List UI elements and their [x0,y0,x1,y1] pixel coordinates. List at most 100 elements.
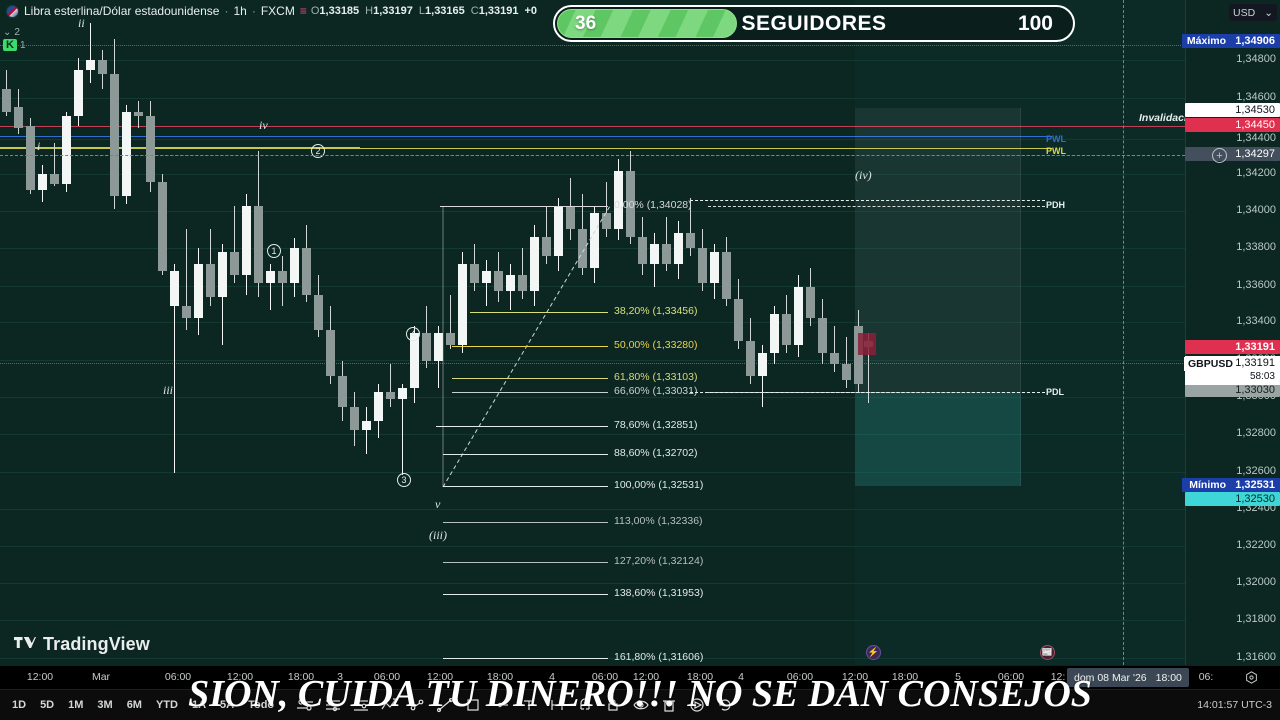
candle[interactable] [38,164,47,202]
candle[interactable] [86,23,95,84]
candle[interactable] [2,69,11,117]
candle[interactable] [362,407,371,454]
candle[interactable] [794,275,803,357]
candle[interactable] [266,263,275,311]
rectangle-icon[interactable] [460,693,486,717]
economic-event-icon[interactable]: ⚡ [866,645,881,660]
candle[interactable] [14,89,23,134]
candle[interactable] [566,178,575,241]
range-button-todo[interactable]: Todo [248,699,275,711]
candle[interactable] [710,244,719,299]
candle[interactable] [806,267,815,326]
candle[interactable] [842,337,851,388]
time-range-buttons[interactable]: 1D 5D 1M 3M 6M YTD 1A 5A Todo [0,697,280,713]
range-button-5d[interactable]: 5D [40,699,55,711]
candle[interactable] [50,143,59,187]
eye-icon[interactable] [628,693,654,717]
candle[interactable] [506,263,515,311]
candle[interactable] [602,182,611,237]
candle[interactable] [698,228,707,291]
timezone-settings-icon[interactable] [1245,671,1258,689]
candle[interactable] [758,345,767,408]
candle[interactable] [26,118,35,194]
menu-icon[interactable]: ≡ [299,4,307,18]
price-tag-pwl-white[interactable]: 1,34530 [1185,103,1280,117]
measure-icon[interactable] [544,693,570,717]
order-position-box[interactable] [858,333,876,355]
range-button-1m[interactable]: 1M [68,699,84,711]
candle[interactable] [290,238,299,297]
candle[interactable] [530,224,539,307]
candle[interactable] [194,248,203,336]
candle[interactable] [458,252,467,353]
indicator-legend-badge[interactable]: ⌄ 2 K 1 [3,27,26,51]
trash-icon[interactable] [656,693,682,717]
candle[interactable] [122,104,131,204]
replay-play-icon[interactable] [684,693,710,717]
time-axis[interactable]: 12:00 Mar 06:00 12:00 18:00 3 06:00 12:00 18:00 4… [0,665,1280,689]
symbol-title[interactable]: Libra esterlina/Dólar estadounidense [24,4,220,18]
candle[interactable] [782,294,791,353]
candle[interactable] [590,205,599,284]
candle[interactable] [314,275,323,338]
drawing-tool-buttons[interactable] [292,693,738,717]
bottom-toolbar[interactable]: 1D 5D 1M 3M 6M YTD 1A 5A Todo 14:01:57 UTC-3 [0,689,1280,720]
candle[interactable] [686,197,695,256]
candle[interactable] [242,193,251,295]
price-tag-pdl-gray[interactable]: 1,33030 [1185,383,1280,397]
candle[interactable] [350,391,359,446]
diagonal-line-icon[interactable] [432,693,458,717]
tune-icon[interactable] [348,693,374,717]
candle[interactable] [422,306,431,369]
candle[interactable] [722,236,731,307]
candle[interactable] [746,317,755,384]
k-indicator-badge[interactable]: K [3,39,17,51]
candle[interactable] [182,228,191,330]
candle[interactable] [62,112,71,192]
collapse-chevron-icon[interactable]: ⌄ [3,27,12,38]
candle[interactable] [206,228,215,307]
zigzag-trend-icon[interactable] [376,693,402,717]
interval-label[interactable]: 1h [233,4,247,18]
candle[interactable] [398,383,407,475]
candle[interactable] [482,259,491,307]
candle[interactable] [554,197,563,272]
range-button-1a[interactable]: 1A [191,699,207,711]
candle[interactable] [470,244,479,291]
candle[interactable] [830,325,839,373]
candle[interactable] [326,306,335,384]
candle[interactable] [254,151,263,297]
price-tag-low-cyan[interactable]: 1,32530 [1185,492,1280,506]
price-tag-last-price[interactable]: 1,33191 [1185,340,1280,354]
candle[interactable] [626,151,635,245]
range-button-1d[interactable]: 1D [12,699,27,711]
horizontal-ray-icon[interactable] [488,693,514,717]
price-tag-crosshair-price[interactable]: 1,34297 [1185,147,1280,161]
candle[interactable] [338,360,347,421]
range-button-5a[interactable]: 5A [220,699,235,711]
candle[interactable] [434,325,443,388]
forecast-zone-rectangle[interactable] [855,108,1021,486]
undo-icon[interactable] [712,693,738,717]
candle[interactable] [158,174,167,276]
magnet-icon[interactable] [572,693,598,717]
candle[interactable] [98,50,107,90]
candle[interactable] [230,205,239,284]
add-alert-icon[interactable]: + [1212,148,1227,163]
forecast-target-zone[interactable] [855,392,1021,486]
candle[interactable] [518,248,527,299]
trendline-points-icon[interactable] [404,693,430,717]
candle[interactable] [134,100,143,128]
adjust-icon[interactable] [320,693,346,717]
range-button-6m[interactable]: 6M [126,699,142,711]
candle[interactable] [650,232,659,287]
candle[interactable] [770,306,779,365]
candle[interactable] [674,221,683,280]
candle[interactable] [734,279,743,349]
text-tool-icon[interactable] [516,693,542,717]
candle[interactable] [110,38,119,210]
lock-icon[interactable] [600,693,626,717]
candle[interactable] [170,263,179,474]
candle[interactable] [74,58,83,126]
news-event-icon[interactable]: 📰 [1040,645,1055,660]
